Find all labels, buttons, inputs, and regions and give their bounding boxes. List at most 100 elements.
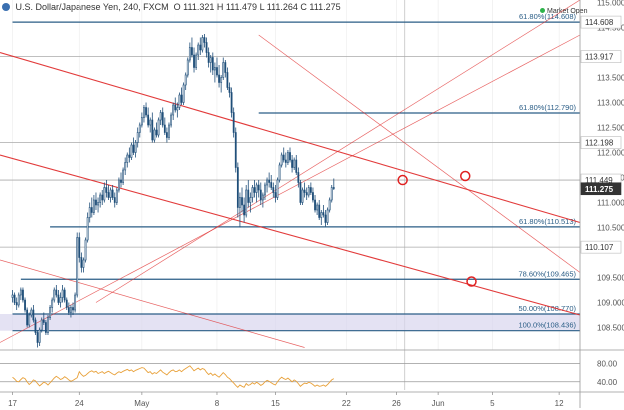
marker-layer — [397, 170, 477, 287]
candle-layer — [11, 34, 335, 348]
candle-body — [11, 294, 14, 298]
x-tick-label: 17 — [8, 399, 17, 408]
candle-body — [111, 189, 114, 198]
candle-body — [163, 124, 166, 133]
candle-body — [84, 239, 87, 261]
x-tick-label: 15 — [271, 399, 280, 408]
candle-body — [28, 314, 31, 326]
candle-body — [220, 77, 223, 83]
candle-body — [213, 67, 216, 71]
candle-body — [282, 154, 285, 161]
candle-body — [145, 107, 147, 116]
rsi-tick-label: 80.00 — [597, 359, 618, 368]
candle-body — [99, 194, 102, 203]
candle-body — [195, 54, 198, 68]
candle-body — [268, 179, 271, 183]
candle-body — [128, 154, 131, 158]
candle-body — [147, 114, 150, 126]
interval: 240 — [123, 2, 139, 12]
candle-body — [170, 114, 172, 126]
candle-body — [280, 154, 283, 166]
trendline — [95, 0, 581, 303]
candle-body — [230, 92, 233, 113]
y-tick-label: 113.000 — [597, 99, 624, 108]
price-label: 111.275 — [585, 185, 614, 194]
candle-body — [255, 184, 258, 193]
candle-body — [40, 319, 43, 331]
fib-level-label: 61.80%(112.790) — [519, 103, 576, 112]
candle-body — [103, 187, 106, 201]
candle-body — [107, 192, 110, 198]
candle-body — [251, 187, 254, 198]
grid-layer — [12, 0, 560, 390]
candle-body — [228, 87, 231, 93]
candle-body — [209, 57, 212, 63]
fib-level-label: 61.80%(110.513) — [519, 217, 576, 226]
candle-body — [34, 319, 37, 333]
market-status-label: Market Open — [547, 8, 588, 15]
candle-body — [32, 309, 35, 321]
candle-body — [330, 187, 333, 201]
candle-body — [289, 152, 291, 161]
trendline — [258, 34, 581, 273]
candle-body — [134, 142, 137, 153]
x-tick-label: 5 — [490, 399, 495, 408]
candle-body — [122, 169, 124, 183]
reversal-marker-circle — [397, 174, 408, 186]
candle-body — [105, 187, 108, 193]
candle-body — [203, 37, 206, 43]
fib-zone-layer — [0, 314, 580, 331]
candle-body — [149, 119, 152, 126]
candle-body — [293, 159, 296, 168]
candle-body — [57, 294, 60, 303]
candle-body — [226, 72, 229, 88]
trendline-layer — [0, 0, 581, 348]
x-tick-label: Jun — [432, 399, 445, 408]
candle-body — [59, 297, 62, 303]
candle-body — [72, 307, 74, 311]
candle-body — [184, 74, 187, 86]
fib-zone — [0, 314, 580, 331]
price-label-box — [580, 15, 622, 29]
reversal-marker-circle — [466, 276, 477, 287]
x-tick-label: 8 — [215, 399, 220, 408]
candle-body — [312, 192, 314, 201]
x-tick-label: 12 — [555, 399, 564, 408]
candle-body — [51, 299, 54, 308]
candle-body — [19, 289, 22, 296]
candle-body — [61, 289, 64, 298]
candle-body — [284, 159, 287, 163]
y-tick-label: 110.500 — [597, 224, 624, 233]
y-tick-label: 115.000 — [597, 0, 624, 8]
fib-level-label: 61.80%(114.608) — [519, 12, 576, 21]
fib-level-label: 78.60%(109.465) — [518, 269, 576, 278]
reversal-marker-circle — [460, 170, 471, 182]
price-label-box — [580, 240, 622, 254]
candle-body — [278, 164, 281, 181]
candle-body — [159, 112, 162, 121]
candle-body — [259, 189, 262, 201]
candle-body — [118, 179, 120, 191]
candle-body — [97, 202, 99, 206]
candle-body — [113, 197, 116, 203]
candle-body — [13, 294, 16, 303]
candle-body — [86, 217, 89, 241]
candle-body — [130, 144, 133, 158]
candle-body — [172, 104, 175, 116]
candle-body — [70, 307, 72, 313]
candle-body — [188, 47, 191, 61]
candle-body — [301, 189, 304, 203]
ohlc-readout: O 111.321 H 111.479 L 111.264 C 111.275 — [173, 2, 341, 12]
candle-body — [274, 192, 277, 198]
y-tick-label: 108.500 — [597, 324, 624, 333]
candle-body — [120, 179, 122, 183]
trendline — [0, 259, 305, 348]
candle-body — [161, 112, 164, 126]
candle-body — [241, 197, 243, 206]
candle-body — [174, 104, 177, 111]
candle-body — [303, 189, 306, 193]
candle-body — [109, 189, 112, 198]
candle-body — [234, 132, 237, 168]
x-tick-label: 26 — [392, 399, 401, 408]
